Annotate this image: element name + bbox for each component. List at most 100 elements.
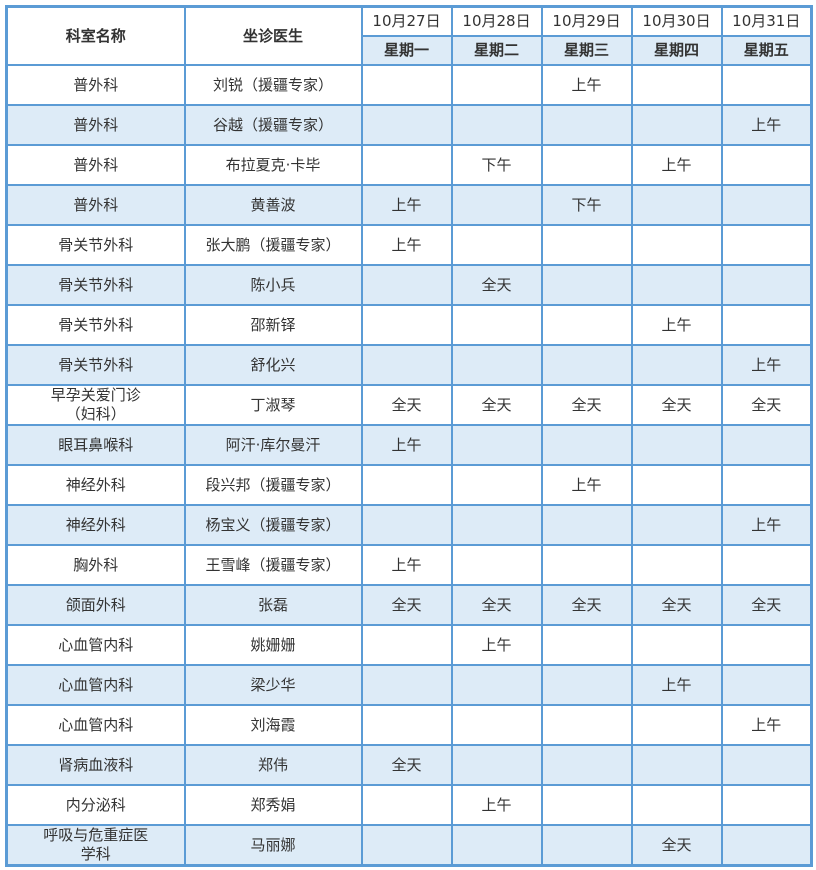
header-date: 10月31日 bbox=[720, 5, 813, 37]
schedule-cell bbox=[450, 824, 543, 867]
schedule-cell bbox=[720, 424, 813, 466]
schedule-cell: 上午 bbox=[540, 464, 633, 506]
schedule-cell bbox=[360, 624, 453, 666]
table-row: 骨关节外科 陈小兵 全天 bbox=[5, 264, 813, 306]
table-row: 骨关节外科 舒化兴 上午 bbox=[5, 344, 813, 386]
schedule-cell bbox=[360, 344, 453, 386]
schedule-cell bbox=[360, 104, 453, 146]
schedule-cell bbox=[450, 704, 543, 746]
doctor-cell: 马丽娜 bbox=[183, 824, 363, 867]
schedule-cell: 上午 bbox=[720, 344, 813, 386]
doctor-cell: 陈小兵 bbox=[183, 264, 363, 306]
table-row: 肾病血液科 郑伟 全天 bbox=[5, 744, 813, 786]
table-row: 骨关节外科 张大鹏（援疆专家） 上午 bbox=[5, 224, 813, 266]
schedule-cell bbox=[540, 664, 633, 706]
schedule-cell: 上午 bbox=[720, 504, 813, 546]
schedule-cell: 上午 bbox=[630, 144, 723, 186]
dept-cell: 肾病血液科 bbox=[5, 744, 186, 786]
table-row: 骨关节外科 邵新铎 上午 bbox=[5, 304, 813, 346]
schedule-cell bbox=[630, 784, 723, 826]
header-weekday: 星期五 bbox=[720, 35, 813, 66]
schedule-cell bbox=[720, 264, 813, 306]
table-row: 胸外科 王雪峰（援疆专家） 上午 bbox=[5, 544, 813, 586]
schedule-cell: 上午 bbox=[360, 544, 453, 586]
table-row: 普外科 谷越（援疆专家） 上午 bbox=[5, 104, 813, 146]
schedule-cell bbox=[630, 704, 723, 746]
header-dept: 科室名称 bbox=[5, 5, 186, 66]
table-row: 神经外科 杨宝义（援疆专家） 上午 bbox=[5, 504, 813, 546]
table-row: 早孕关爱门诊（妇科） 丁淑琴 全天 全天 全天 全天 全天 bbox=[5, 384, 813, 426]
schedule-cell bbox=[450, 744, 543, 786]
schedule-cell bbox=[540, 624, 633, 666]
schedule-cell bbox=[450, 64, 543, 106]
dept-cell: 心血管内科 bbox=[5, 704, 186, 746]
dept-cell: 普外科 bbox=[5, 104, 186, 146]
schedule-cell bbox=[540, 504, 633, 546]
table-row: 普外科 布拉夏克·卡毕 下午 上午 bbox=[5, 144, 813, 186]
schedule-cell bbox=[540, 744, 633, 786]
schedule-cell: 上午 bbox=[360, 424, 453, 466]
schedule-cell bbox=[540, 544, 633, 586]
schedule-cell bbox=[540, 304, 633, 346]
doctor-cell: 张磊 bbox=[183, 584, 363, 626]
schedule-cell bbox=[450, 464, 543, 506]
header-weekday: 星期四 bbox=[630, 35, 723, 66]
schedule-cell bbox=[630, 424, 723, 466]
schedule-cell bbox=[540, 104, 633, 146]
schedule-cell bbox=[720, 144, 813, 186]
dept-cell: 普外科 bbox=[5, 144, 186, 186]
header-date: 10月29日 bbox=[540, 5, 633, 37]
header-date: 10月28日 bbox=[450, 5, 543, 37]
doctor-cell: 布拉夏克·卡毕 bbox=[183, 144, 363, 186]
schedule-cell bbox=[450, 224, 543, 266]
schedule-cell bbox=[720, 184, 813, 226]
table-row: 颌面外科 张磊 全天 全天 全天 全天 全天 bbox=[5, 584, 813, 626]
schedule-cell bbox=[360, 304, 453, 346]
schedule-cell: 上午 bbox=[360, 224, 453, 266]
dept-cell: 呼吸与危重症医学科 bbox=[5, 824, 186, 867]
table-row: 呼吸与危重症医学科 马丽娜 全天 bbox=[5, 824, 813, 867]
schedule-cell bbox=[630, 344, 723, 386]
schedule-cell bbox=[720, 664, 813, 706]
schedule-cell: 上午 bbox=[630, 664, 723, 706]
schedule-cell bbox=[540, 784, 633, 826]
schedule-cell bbox=[720, 744, 813, 786]
schedule-cell bbox=[360, 664, 453, 706]
doctor-cell: 张大鹏（援疆专家） bbox=[183, 224, 363, 266]
schedule-cell: 全天 bbox=[630, 824, 723, 867]
header-weekday: 星期三 bbox=[540, 35, 633, 66]
schedule-cell bbox=[630, 264, 723, 306]
schedule-cell bbox=[630, 544, 723, 586]
dept-cell: 神经外科 bbox=[5, 464, 186, 506]
header-doctor: 坐诊医生 bbox=[183, 5, 363, 66]
schedule-cell bbox=[720, 304, 813, 346]
schedule-cell bbox=[360, 64, 453, 106]
schedule-cell bbox=[450, 664, 543, 706]
table-row: 普外科 刘锐（援疆专家） 上午 bbox=[5, 64, 813, 106]
schedule-cell: 上午 bbox=[450, 784, 543, 826]
schedule-cell bbox=[630, 224, 723, 266]
schedule-cell bbox=[540, 424, 633, 466]
dept-cell: 骨关节外科 bbox=[5, 264, 186, 306]
schedule-cell: 上午 bbox=[720, 104, 813, 146]
schedule-cell bbox=[630, 624, 723, 666]
schedule-cell bbox=[630, 184, 723, 226]
header-date: 10月27日 bbox=[360, 5, 453, 37]
schedule-cell bbox=[720, 544, 813, 586]
schedule-cell: 上午 bbox=[540, 64, 633, 106]
schedule-cell: 下午 bbox=[450, 144, 543, 186]
dept-cell: 早孕关爱门诊（妇科） bbox=[5, 384, 186, 426]
table-row: 眼耳鼻喉科 阿汗·库尔曼汗 上午 bbox=[5, 424, 813, 466]
table-row: 心血管内科 梁少华 上午 bbox=[5, 664, 813, 706]
schedule-cell: 全天 bbox=[450, 584, 543, 626]
schedule-cell bbox=[630, 64, 723, 106]
doctor-cell: 王雪峰（援疆专家） bbox=[183, 544, 363, 586]
schedule-cell bbox=[450, 504, 543, 546]
schedule-cell bbox=[540, 704, 633, 746]
schedule-table: 科室名称 坐诊医生 10月27日 10月28日 10月29日 10月30日 10月31日… bbox=[5, 5, 813, 867]
schedule-cell bbox=[450, 424, 543, 466]
doctor-cell: 谷越（援疆专家） bbox=[183, 104, 363, 146]
schedule-cell: 上午 bbox=[360, 184, 453, 226]
dept-cell: 普外科 bbox=[5, 184, 186, 226]
schedule-cell: 全天 bbox=[720, 384, 813, 426]
